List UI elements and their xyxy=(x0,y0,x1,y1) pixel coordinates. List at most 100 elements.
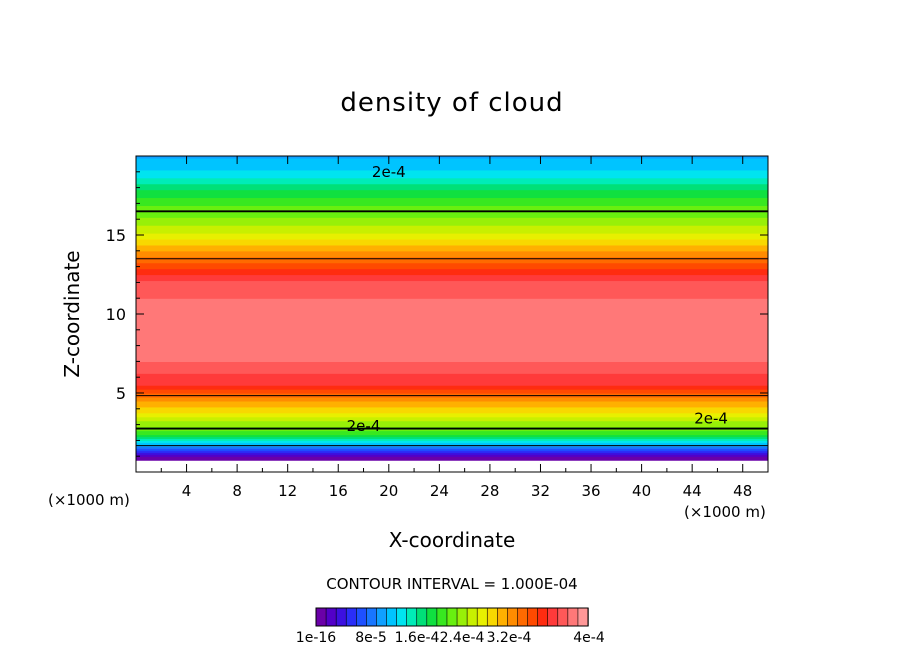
colorbar-swatch xyxy=(315,607,327,627)
colorbar-swatch xyxy=(335,607,347,627)
heatmap-cell xyxy=(136,181,768,185)
heatmap-cell xyxy=(136,306,768,309)
x-tick-label: 48 xyxy=(733,482,752,500)
heatmap-cell xyxy=(136,235,768,238)
heatmap-cell xyxy=(136,219,768,222)
heatmap-cell xyxy=(136,389,768,392)
colorbar-swatch xyxy=(366,607,378,627)
heatmap-cell xyxy=(136,294,768,297)
heatmap-cell xyxy=(136,402,768,406)
heatmap-cell xyxy=(136,432,768,436)
heatmap-cell xyxy=(136,256,768,260)
heatmap-cell xyxy=(136,276,768,280)
colorbar-swatch xyxy=(497,607,509,627)
heatmap-cell xyxy=(136,187,768,191)
contour-label-text: 2e-4 xyxy=(372,163,406,181)
heatmap-cell xyxy=(136,314,768,317)
heatmap-cell xyxy=(136,229,768,232)
heatmap-cell xyxy=(136,300,768,303)
heatmap-cell xyxy=(136,197,768,201)
heatmap-cell xyxy=(136,371,768,374)
heatmap-cell xyxy=(136,270,768,274)
heatmap-cell xyxy=(136,185,768,189)
heatmap-cell xyxy=(136,452,768,455)
x-tick-label: 36 xyxy=(581,482,600,500)
x-unit-label-left: (×1000 m) xyxy=(48,491,130,509)
heatmap-cell xyxy=(136,373,768,376)
heatmap-cell xyxy=(136,195,768,199)
colorbar-swatch xyxy=(507,607,519,627)
colorbar-tick-label: 2.4e-4 xyxy=(440,630,485,646)
heatmap-cell xyxy=(136,167,768,171)
heatmap-cell xyxy=(136,353,768,357)
x-tick-label: 24 xyxy=(430,482,449,500)
heatmap-cell xyxy=(136,393,768,396)
colorbar-swatch xyxy=(567,607,579,627)
heatmap-cell xyxy=(136,430,768,434)
heatmap-cell xyxy=(136,446,768,449)
heatmap-cell xyxy=(136,238,768,242)
heatmap-cell xyxy=(136,385,768,388)
colorbar-swatch xyxy=(355,607,368,627)
heatmap-cell xyxy=(136,290,768,293)
colorbar-swatch xyxy=(396,607,408,627)
heatmap-cell xyxy=(136,231,768,234)
heatmap-cell xyxy=(136,377,768,380)
heatmap-cell xyxy=(136,450,768,453)
heatmap-cell xyxy=(136,159,768,163)
heatmap-cell xyxy=(136,205,768,208)
heatmap-cell xyxy=(136,248,768,252)
heatmap-cell xyxy=(136,217,768,220)
heatmap-cell xyxy=(136,227,768,230)
heatmap-cell xyxy=(136,315,768,319)
heatmap-cell xyxy=(136,233,768,236)
heatmap-cell xyxy=(136,163,768,167)
colorbar-swatch xyxy=(527,607,539,627)
heatmap-cell xyxy=(136,203,768,206)
colorbar-tick-label: 3.2e-4 xyxy=(487,630,532,646)
heatmap-cell xyxy=(136,189,768,193)
heatmap-cell xyxy=(136,278,768,282)
heatmap-cell xyxy=(136,268,768,272)
heatmap-cell xyxy=(136,329,768,333)
contour-label-text: 2e-4 xyxy=(347,417,381,435)
contour-label: 2e-4 xyxy=(347,417,381,435)
heatmap-cell xyxy=(136,302,768,305)
heatmap-cell xyxy=(136,199,768,203)
colorbar-swatch xyxy=(517,607,529,627)
heatmap-cell xyxy=(136,468,768,471)
contour-labels: 2e-4 2e-4 2e-4 xyxy=(347,163,728,435)
heatmap-cell xyxy=(136,396,768,400)
heatmap-cell xyxy=(136,272,768,276)
heatmap-cell xyxy=(136,250,768,254)
heatmap-cell xyxy=(136,347,768,351)
heatmap-cell xyxy=(136,246,768,250)
colorbar-swatch xyxy=(446,607,458,627)
colorbar-swatch xyxy=(345,607,357,627)
colorbar-swatch xyxy=(476,607,488,627)
colorbar-swatch xyxy=(406,607,418,627)
heatmap-cell xyxy=(136,367,768,370)
heatmap-cell xyxy=(136,282,768,285)
heatmap-cell xyxy=(136,211,768,214)
colorbar-swatch xyxy=(466,607,478,627)
heatmap-cell xyxy=(136,394,768,398)
heatmap-cell xyxy=(136,201,768,205)
heatmap-cell xyxy=(136,215,768,218)
heatmap-cell xyxy=(136,343,768,347)
heatmap-cell xyxy=(136,221,768,224)
heatmap-cell xyxy=(136,337,768,341)
heatmap-cell xyxy=(136,177,768,181)
heatmap-cell xyxy=(136,363,768,366)
heatmap-cell xyxy=(136,169,768,173)
heatmap-cell xyxy=(136,470,768,472)
heatmap-cell xyxy=(136,171,768,175)
heatmap-cell xyxy=(136,365,768,368)
heatmap-cell xyxy=(136,323,768,327)
heatmap-cell xyxy=(136,310,768,313)
heatmap-cell xyxy=(136,428,768,432)
heatmap-cell xyxy=(136,173,768,177)
colorbar-swatch xyxy=(547,607,559,627)
colorbar-frame xyxy=(315,607,589,627)
